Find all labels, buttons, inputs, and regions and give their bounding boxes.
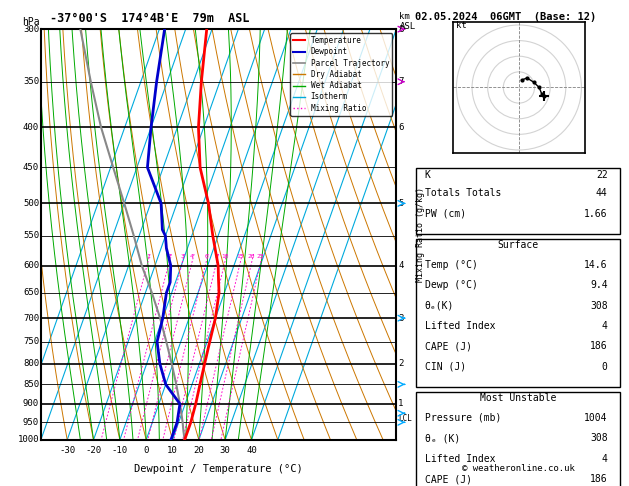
Text: Surface: Surface	[498, 240, 539, 250]
Text: 2: 2	[398, 359, 403, 368]
Text: © weatheronline.co.uk: © weatheronline.co.uk	[462, 464, 575, 472]
Text: 350: 350	[23, 77, 39, 86]
Text: θₑ(K): θₑ(K)	[425, 301, 454, 311]
Text: hPa: hPa	[22, 17, 40, 27]
Text: 500: 500	[23, 199, 39, 208]
Text: 20: 20	[248, 255, 255, 260]
Text: 1.66: 1.66	[584, 208, 608, 219]
Text: Temp (°C): Temp (°C)	[425, 260, 477, 270]
Text: 850: 850	[23, 380, 39, 389]
Text: 800: 800	[23, 359, 39, 368]
Text: 186: 186	[590, 474, 608, 484]
Text: 550: 550	[23, 231, 39, 241]
Text: km
ASL: km ASL	[399, 12, 416, 31]
Text: Most Unstable: Most Unstable	[480, 394, 557, 403]
Text: 4: 4	[190, 255, 194, 260]
Text: 25: 25	[257, 255, 264, 260]
Text: 5: 5	[398, 199, 403, 208]
Text: 900: 900	[23, 399, 39, 408]
Text: K: K	[425, 170, 431, 180]
Text: 9.4: 9.4	[590, 280, 608, 290]
Text: 400: 400	[23, 123, 39, 132]
Text: 186: 186	[590, 342, 608, 351]
Text: 6: 6	[398, 123, 403, 132]
Text: 0: 0	[143, 446, 149, 455]
Text: 10: 10	[167, 446, 178, 455]
Text: 600: 600	[23, 261, 39, 270]
Text: 4: 4	[398, 261, 403, 270]
Legend: Temperature, Dewpoint, Parcel Trajectory, Dry Adiabat, Wet Adiabat, Isotherm, Mi: Temperature, Dewpoint, Parcel Trajectory…	[290, 33, 392, 116]
Text: 1004: 1004	[584, 413, 608, 423]
Text: CAPE (J): CAPE (J)	[425, 474, 472, 484]
Text: 650: 650	[23, 288, 39, 297]
Text: 3: 3	[181, 255, 184, 260]
Text: 40: 40	[246, 446, 257, 455]
Bar	[416, 168, 620, 234]
Text: Pressure (mb): Pressure (mb)	[425, 413, 501, 423]
Text: 10: 10	[221, 255, 228, 260]
Text: 6: 6	[204, 255, 208, 260]
Text: 1: 1	[146, 255, 150, 260]
Text: 700: 700	[23, 313, 39, 323]
Text: 2: 2	[167, 255, 171, 260]
Text: Mixing Ratio (g/kg): Mixing Ratio (g/kg)	[416, 187, 425, 282]
Text: PW (cm): PW (cm)	[425, 208, 466, 219]
Text: 30: 30	[220, 446, 231, 455]
Text: 308: 308	[590, 434, 608, 443]
Text: -37°00'S  174°4B'E  79m  ASL: -37°00'S 174°4B'E 79m ASL	[50, 12, 250, 25]
Text: 0: 0	[602, 362, 608, 372]
Text: kt: kt	[457, 21, 467, 30]
Text: 20: 20	[194, 446, 204, 455]
Text: Dewpoint / Temperature (°C): Dewpoint / Temperature (°C)	[134, 465, 303, 474]
Text: θₑ (K): θₑ (K)	[425, 434, 460, 443]
Text: Dewp (°C): Dewp (°C)	[425, 280, 477, 290]
Text: -20: -20	[86, 446, 102, 455]
Text: 950: 950	[23, 418, 39, 427]
Text: -10: -10	[112, 446, 128, 455]
Text: 8: 8	[214, 255, 218, 260]
Text: Lifted Index: Lifted Index	[425, 321, 495, 331]
Text: 308: 308	[590, 301, 608, 311]
Text: LCL: LCL	[398, 414, 412, 423]
Text: 450: 450	[23, 163, 39, 172]
Text: 750: 750	[23, 337, 39, 346]
Text: 3: 3	[398, 313, 403, 323]
Text: 1000: 1000	[18, 435, 39, 444]
Text: Lifted Index: Lifted Index	[425, 454, 495, 464]
Text: 4: 4	[602, 321, 608, 331]
Text: 44: 44	[596, 188, 608, 198]
Bar	[416, 239, 620, 387]
Text: 4: 4	[602, 454, 608, 464]
Text: CAPE (J): CAPE (J)	[425, 342, 472, 351]
Text: Totals Totals: Totals Totals	[425, 188, 501, 198]
Text: 8: 8	[398, 25, 403, 34]
Text: 300: 300	[23, 25, 39, 34]
Bar	[416, 393, 620, 486]
Text: 7: 7	[398, 77, 403, 86]
Text: 22: 22	[596, 170, 608, 180]
Text: 14.6: 14.6	[584, 260, 608, 270]
Text: CIN (J): CIN (J)	[425, 362, 466, 372]
Text: 15: 15	[237, 255, 244, 260]
Text: 02.05.2024  06GMT  (Base: 12): 02.05.2024 06GMT (Base: 12)	[415, 12, 596, 22]
Text: 1: 1	[398, 399, 403, 408]
Text: -30: -30	[59, 446, 75, 455]
